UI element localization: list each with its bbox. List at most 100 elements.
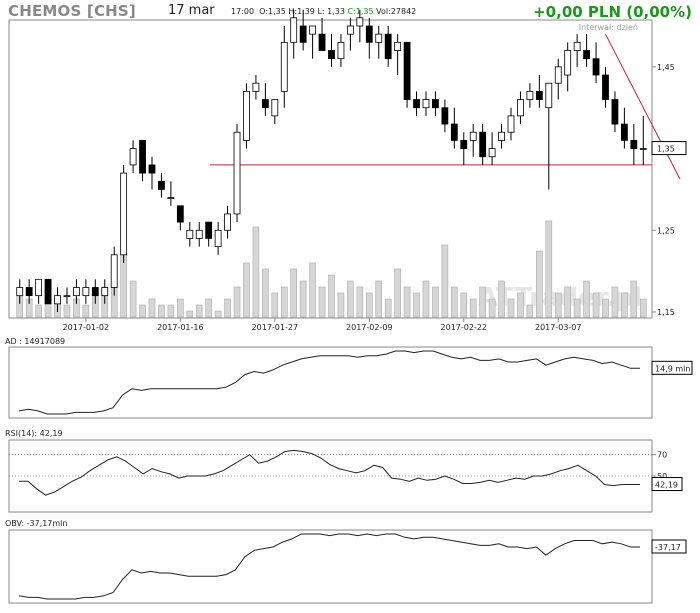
- candle-down: [602, 74, 609, 100]
- volume-bar: [299, 280, 307, 318]
- candle-down: [432, 99, 439, 109]
- candle-up: [195, 229, 203, 239]
- candle-down: [384, 33, 392, 60]
- indicator-value-box: [651, 539, 687, 554]
- volume-bar: [195, 304, 203, 318]
- volume-bar: [63, 304, 71, 318]
- candle-up: [214, 229, 222, 248]
- indicator-value-box: [651, 360, 693, 375]
- volume-bar: [441, 244, 449, 318]
- volume-bar: [318, 286, 326, 318]
- quote-low: L: 1,33: [317, 7, 345, 16]
- x-tick-label: 2017-01-02: [63, 323, 110, 332]
- current-price-box: [651, 141, 687, 156]
- indicator-line: [18, 533, 640, 600]
- volume-bar: [413, 292, 420, 318]
- y-tick-label: 1,25: [657, 226, 675, 235]
- candle-down: [365, 25, 373, 43]
- volume-bar: [517, 292, 524, 318]
- indicator-line: [18, 350, 640, 415]
- volume-bar: [186, 310, 194, 318]
- volume-bar: [488, 298, 496, 318]
- quote-time: 17:00: [231, 7, 255, 16]
- price-change: +0,00 PLN (0,00%): [533, 3, 692, 21]
- volume-bar: [621, 292, 628, 318]
- candle-up: [545, 82, 553, 109]
- volume-bar: [639, 298, 647, 318]
- candle-up: [54, 295, 61, 305]
- candle-up: [554, 66, 562, 84]
- candle-down: [592, 58, 600, 76]
- candle-down: [205, 221, 213, 239]
- candle-up: [129, 148, 137, 166]
- indicator-value-label: -37,17: [655, 543, 681, 552]
- chart-header: CHEMOS [CHS] 17 mar 17:00 O:1,35 H:1,39 …: [0, 0, 700, 22]
- volume-bar: [337, 292, 345, 318]
- candle-up: [233, 131, 241, 215]
- y-tick-label: 1,45: [657, 63, 675, 72]
- candle-down: [460, 139, 468, 149]
- volume-bar: [630, 280, 638, 318]
- volume-bar: [564, 286, 571, 318]
- volume-bar: [384, 298, 392, 318]
- volume-bar: [347, 280, 354, 318]
- candle-up: [517, 99, 524, 117]
- interval-label: Interwał: dzień: [578, 23, 638, 32]
- volume-bar: [356, 286, 364, 318]
- indicator-title: RSI(14): 42,19: [5, 429, 63, 438]
- volume-bar: [148, 298, 156, 318]
- volume-bar: [479, 286, 486, 318]
- volume-bar: [35, 304, 42, 318]
- volume-bar: [139, 304, 146, 318]
- price-panel-frame: [8, 19, 653, 319]
- volume-bar: [365, 292, 373, 318]
- quote-open: O:1,35: [259, 7, 286, 16]
- indicator-level-label: 70: [657, 451, 667, 460]
- candle-down: [25, 287, 33, 297]
- volume-bar: [554, 292, 562, 318]
- candle-up: [375, 33, 383, 43]
- candle-down: [318, 33, 326, 51]
- volume-bar: [158, 304, 165, 318]
- candle-down: [535, 90, 543, 100]
- candle-down: [630, 139, 638, 149]
- candle-down: [450, 123, 458, 141]
- volume-bar: [214, 310, 222, 318]
- candle-up: [271, 99, 279, 117]
- candle-up: [488, 148, 496, 158]
- volume-bar: [545, 220, 553, 318]
- candle-up: [16, 287, 24, 297]
- y-tick-label: 1,15: [657, 308, 675, 317]
- candle-up: [186, 229, 194, 239]
- candle-up: [507, 115, 515, 133]
- volume-bar: [469, 298, 477, 318]
- volume-bar: [309, 262, 316, 318]
- volume-bar: [328, 274, 335, 318]
- candle-down: [413, 99, 420, 109]
- candle-up: [469, 131, 477, 141]
- volume-bar: [394, 268, 401, 318]
- volume-bar: [451, 286, 458, 318]
- volume-bar: [507, 298, 515, 318]
- volume-bar: [177, 298, 184, 318]
- candle-up: [35, 278, 43, 297]
- candle-down: [261, 99, 269, 109]
- candle-up: [564, 50, 572, 76]
- ticker-title: CHEMOS [CHS]: [8, 2, 136, 20]
- volume-bar: [583, 280, 590, 318]
- candle-down: [479, 131, 487, 158]
- candle-up: [82, 287, 90, 297]
- x-tick-label: 2017-03-07: [535, 323, 582, 332]
- candle-up: [167, 197, 175, 200]
- x-tick-label: 2017-02-09: [346, 323, 393, 332]
- volume-bar: [403, 286, 411, 318]
- volume-bar: [432, 286, 439, 318]
- candle-up: [280, 41, 288, 92]
- indicator-panel-frame: [8, 346, 653, 419]
- x-tick-label: 2017-01-16: [157, 323, 204, 332]
- candle-up: [243, 90, 250, 141]
- candle-down: [328, 50, 335, 60]
- candle-up: [639, 148, 647, 150]
- candle-up: [526, 90, 534, 100]
